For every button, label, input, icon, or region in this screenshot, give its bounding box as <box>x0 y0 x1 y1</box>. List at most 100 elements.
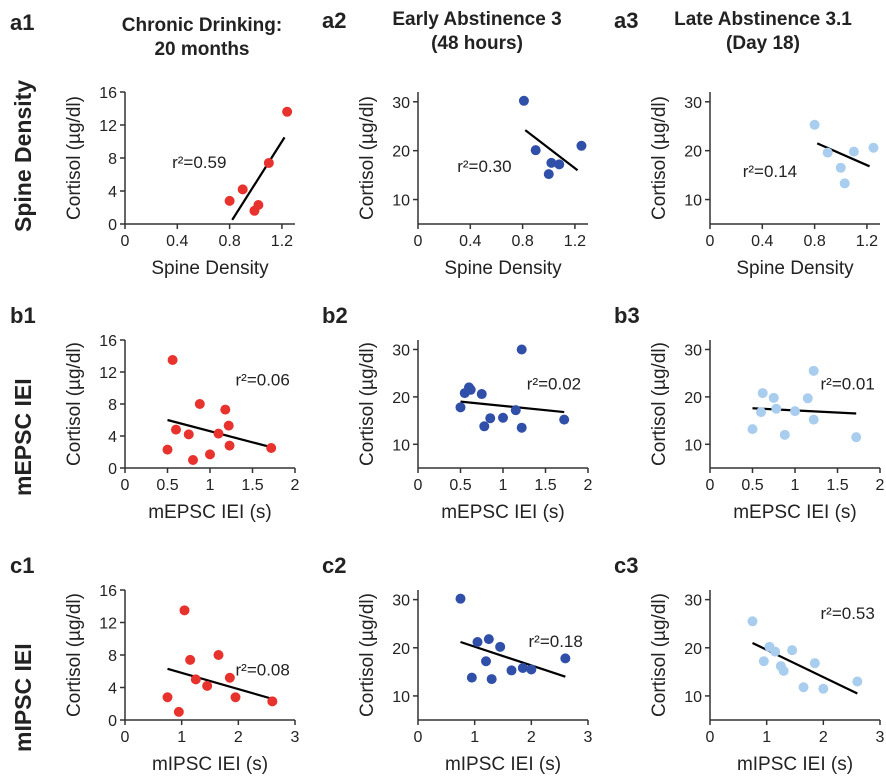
data-point <box>835 162 846 173</box>
y-tick-label: 8 <box>108 397 117 414</box>
x-tick-label: 0 <box>414 233 423 250</box>
data-point <box>839 178 850 189</box>
panel-label-c3: c3 <box>614 553 639 578</box>
data-point <box>173 706 184 717</box>
data-point <box>188 455 198 465</box>
data-point <box>802 393 813 404</box>
y-tick-label: 10 <box>392 689 410 706</box>
data-point <box>237 184 248 195</box>
data-point <box>852 676 863 687</box>
y-tick-label: 20 <box>392 641 410 658</box>
y-tick-label: 30 <box>392 342 410 359</box>
r-squared-label: r²=0.08 <box>236 660 290 679</box>
y-tick-label: 0 <box>108 713 117 730</box>
r-squared-label: r²=0.01 <box>821 374 875 393</box>
y-axis-label: Cortisol (µg/dl) <box>64 593 85 717</box>
data-point <box>162 444 173 455</box>
x-axis-label: Spine Density <box>736 258 854 279</box>
x-tick-label: 3 <box>876 729 885 746</box>
data-point <box>516 344 527 355</box>
y-axis-label: Cortisol (µg/dl) <box>649 96 670 220</box>
y-tick-label: 30 <box>392 593 410 610</box>
data-point <box>808 414 819 425</box>
data-point <box>498 412 508 423</box>
y-tick-label: 12 <box>99 365 117 382</box>
r-squared-label: r²=0.53 <box>821 604 875 623</box>
y-tick-label: 16 <box>99 333 117 350</box>
data-point <box>263 157 274 168</box>
x-tick-label: 3 <box>291 729 300 746</box>
data-point <box>787 645 798 656</box>
regression-line <box>752 407 857 415</box>
data-point <box>771 403 782 414</box>
y-axis-label: Cortisol (µg/dl) <box>649 342 670 466</box>
data-point <box>230 692 241 703</box>
data-point <box>224 672 235 683</box>
data-point <box>213 650 224 660</box>
data-point <box>778 665 789 676</box>
y-tick-label: 12 <box>99 616 117 633</box>
data-point <box>818 683 829 694</box>
x-tick-label: 1.2 <box>271 233 293 250</box>
y-tick-label: 12 <box>99 118 117 135</box>
data-point <box>510 405 521 416</box>
y-tick-label: 10 <box>684 193 702 210</box>
y-axis-label: Cortisol (µg/dl) <box>64 96 85 220</box>
x-tick-label: 0.5 <box>156 477 178 494</box>
panel-label-a3: a3 <box>614 8 639 33</box>
x-tick-label: 0 <box>121 233 130 250</box>
data-point <box>220 404 231 415</box>
data-point <box>809 658 820 669</box>
y-tick-label: 10 <box>392 437 410 454</box>
data-point <box>472 637 483 647</box>
y-tick-label: 10 <box>392 193 410 210</box>
x-axis-label: mEPSC IEI (s) <box>441 502 565 523</box>
y-tick-label: 20 <box>392 390 410 407</box>
x-tick-label: 1 <box>499 477 508 494</box>
data-point <box>868 142 879 153</box>
y-tick-label: 30 <box>684 95 702 112</box>
x-tick-label: 0 <box>414 477 423 494</box>
x-axis-label: Spine Density <box>444 258 562 279</box>
scatter-panel-b2: 0 0.5 1 1.5 2 10 20 30 mEPSC IEI (s) Cortisol (µg… <box>357 340 593 523</box>
y-tick-label: 20 <box>684 390 702 407</box>
x-tick-label: 2 <box>876 477 885 494</box>
y-axis-label: Cortisol (µg/dl) <box>357 96 378 220</box>
data-point <box>758 656 769 667</box>
r-squared-label: r²=0.02 <box>527 374 581 393</box>
y-axis-label: Cortisol (µg/dl) <box>357 593 378 717</box>
x-tick-label: 1.5 <box>826 477 848 494</box>
y-tick-label: 10 <box>684 689 702 706</box>
x-tick-label: 0 <box>414 729 423 746</box>
panel-label-b3: b3 <box>614 303 640 328</box>
data-point <box>224 195 235 206</box>
data-point <box>559 414 570 425</box>
data-point <box>576 140 587 151</box>
scatter-panel-c3: 0 1 2 3 10 20 30 mIPSC IEI (s) Cortisol (µg/dl) r… <box>649 590 885 775</box>
y-tick-label: 4 <box>108 429 117 446</box>
data-point <box>770 646 781 657</box>
x-tick-label: 0 <box>706 233 715 250</box>
x-tick-label: 0 <box>706 477 715 494</box>
x-tick-label: 1 <box>791 477 800 494</box>
y-tick-label: 0 <box>108 461 117 478</box>
x-tick-label: 0 <box>121 729 130 746</box>
data-point <box>809 119 820 130</box>
x-tick-label: 0.8 <box>803 233 825 250</box>
x-tick-label: 1 <box>762 729 771 746</box>
y-tick-label: 8 <box>108 151 117 168</box>
scatter-panel-a1: 0 0.4 0.8 1.2 0 4 8 12 16 Spine Density Cortisol (… <box>64 85 295 279</box>
y-tick-label: 4 <box>108 184 117 201</box>
data-point <box>213 428 224 439</box>
x-tick-label: 1.2 <box>564 233 586 250</box>
data-point <box>485 413 496 424</box>
data-point <box>282 106 293 117</box>
y-tick-label: 0 <box>108 217 117 234</box>
x-tick-label: 2 <box>584 477 593 494</box>
data-point <box>224 440 235 451</box>
x-tick-label: 1.5 <box>534 477 556 494</box>
data-point <box>747 616 758 627</box>
data-point <box>747 424 758 435</box>
y-tick-label: 30 <box>684 342 702 359</box>
